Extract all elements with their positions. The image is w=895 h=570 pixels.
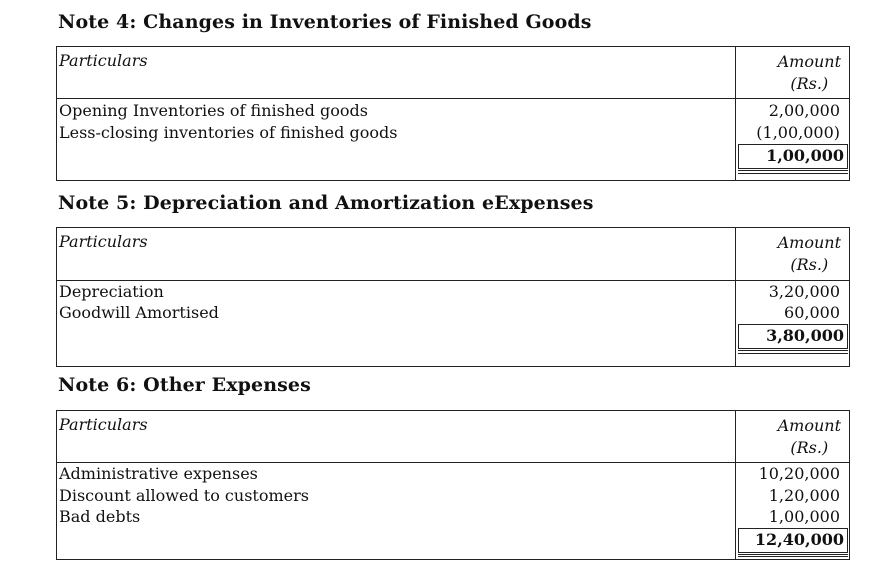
amount-header-unit: (Rs.) — [790, 438, 829, 457]
table-row-label: Goodwill Amortised — [59, 303, 219, 322]
amount-header-label: Amount — [777, 416, 841, 435]
column-divider — [735, 411, 736, 559]
table-row-label: Discount allowed to customers — [59, 486, 309, 505]
total-amount: 12,40,000 — [738, 528, 848, 553]
amount-header-label: Amount — [777, 233, 841, 252]
table-row-amount: 2,00,000 — [768, 101, 840, 120]
header-divider — [57, 462, 849, 463]
table-row-amount: (1,00,000) — [756, 123, 840, 142]
amount-header: Amount (Rs.) — [778, 51, 841, 95]
amount-header-unit: (Rs.) — [790, 255, 829, 274]
table-row-label: Administrative expenses — [59, 464, 258, 483]
total-amount: 1,00,000 — [738, 144, 848, 169]
amount-header-label: Amount — [777, 52, 841, 71]
double-underline — [738, 350, 848, 354]
note-4-title: Note 4: Changes in Inventories of Finish… — [58, 11, 592, 33]
table-row-label: Depreciation — [59, 282, 164, 301]
table-row-label: Opening Inventories of finished goods — [59, 101, 368, 120]
table-row-amount: 1,20,000 — [768, 486, 840, 505]
column-divider — [735, 228, 736, 366]
particulars-header: Particulars — [59, 415, 148, 434]
table-row-amount: 60,000 — [784, 303, 840, 322]
note-4-table: Particulars Amount (Rs.) Opening Invento… — [56, 46, 850, 181]
note-5-table: Particulars Amount (Rs.) Depreciation 3,… — [56, 227, 850, 367]
table-row-amount: 3,20,000 — [768, 282, 840, 301]
amount-header: Amount (Rs.) — [778, 415, 841, 459]
note-6-title: Note 6: Other Expenses — [58, 374, 311, 396]
header-divider — [57, 280, 849, 281]
table-row-label: Bad debts — [59, 507, 141, 526]
double-underline — [738, 554, 848, 557]
amount-header: Amount (Rs.) — [778, 232, 841, 276]
double-underline — [738, 170, 848, 174]
column-divider — [735, 47, 736, 180]
table-row-amount: 1,00,000 — [768, 507, 840, 526]
header-divider — [57, 98, 849, 99]
table-row-amount: 10,20,000 — [758, 464, 840, 483]
note-5-title: Note 5: Depreciation and Amortization eE… — [58, 192, 594, 214]
table-row-label: Less-closing inventories of finished goo… — [59, 123, 398, 142]
amount-header-unit: (Rs.) — [790, 74, 829, 93]
note-6-table: Particulars Amount (Rs.) Administrative … — [56, 410, 850, 560]
particulars-header: Particulars — [59, 232, 148, 251]
total-amount: 3,80,000 — [738, 324, 848, 349]
particulars-header: Particulars — [59, 51, 148, 70]
